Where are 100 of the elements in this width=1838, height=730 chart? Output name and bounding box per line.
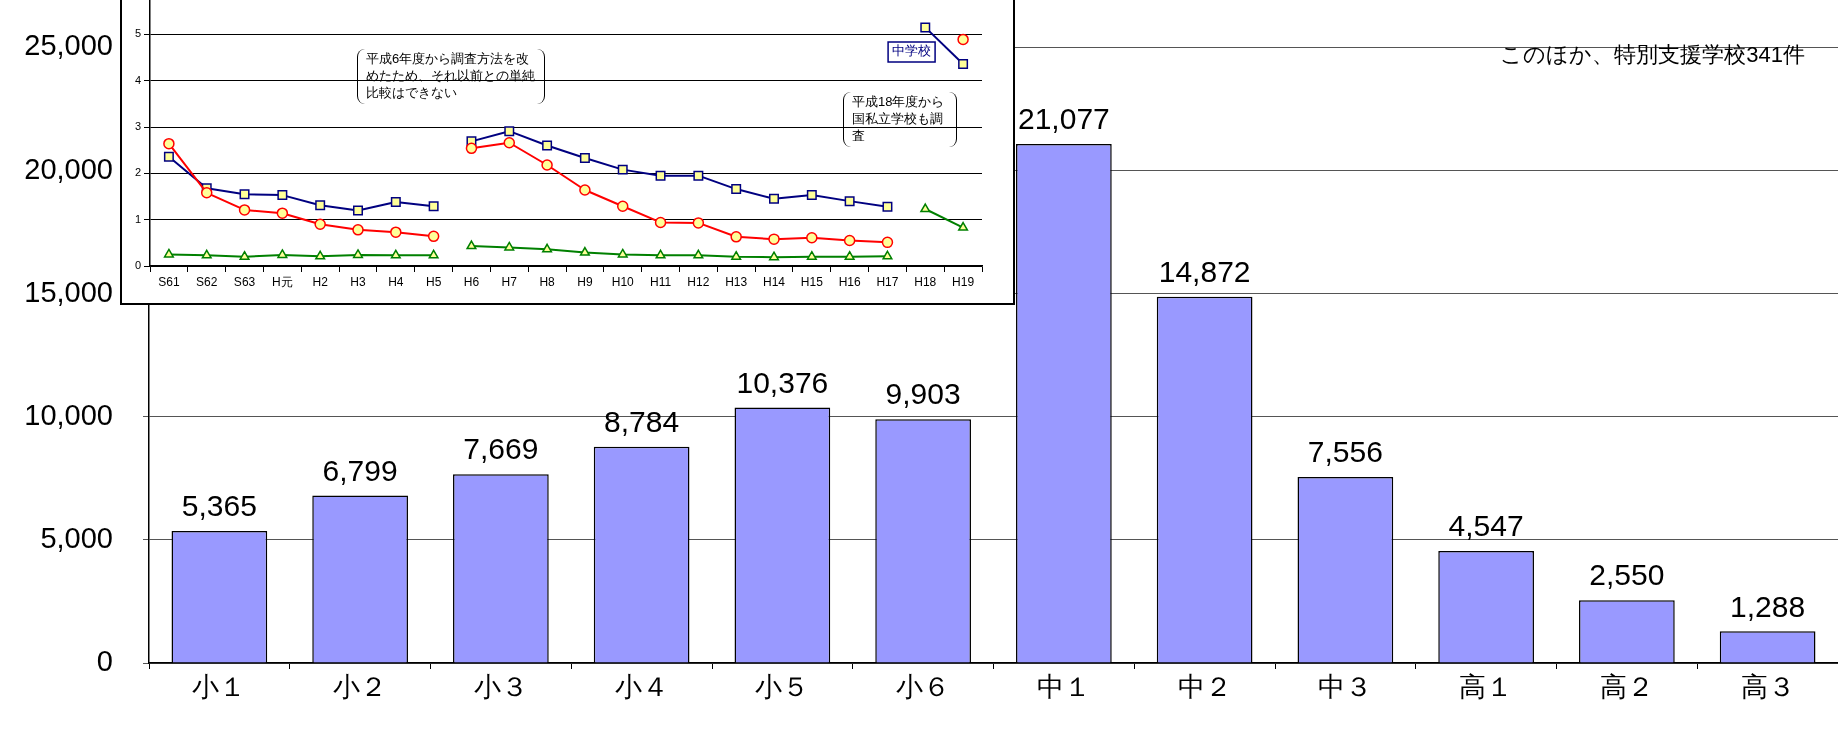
point xyxy=(277,249,288,259)
x-tick-label: H9 xyxy=(577,274,593,289)
x-tick-label: H17 xyxy=(876,274,899,289)
x-tick-label: H7 xyxy=(501,274,518,289)
point xyxy=(693,249,704,259)
point xyxy=(957,33,969,46)
point xyxy=(315,200,326,211)
point xyxy=(352,249,364,259)
x-tick-label: S62 xyxy=(196,274,218,289)
point xyxy=(730,231,742,243)
point xyxy=(504,241,515,251)
y-tick-label: 2 xyxy=(134,166,141,179)
x-tick-label: H11 xyxy=(649,274,672,289)
x-tick-label: 小５ xyxy=(755,671,810,702)
point xyxy=(579,184,591,196)
x-tick-label: H2 xyxy=(312,274,329,289)
point xyxy=(238,204,251,216)
point xyxy=(276,207,289,219)
y-tick-label: 25,000 xyxy=(24,29,113,62)
point xyxy=(201,249,212,259)
x-tick-label: 中２ xyxy=(1177,671,1232,702)
annotation: 平成18年度から国私立学校も調査 xyxy=(843,92,957,147)
point xyxy=(844,196,855,207)
point xyxy=(503,137,516,149)
y-tick-label: 5 xyxy=(134,27,141,40)
x-tick-label: H4 xyxy=(388,274,404,289)
y-tick-label: 0 xyxy=(96,645,113,677)
point xyxy=(163,137,175,150)
y-tick-label: 0 xyxy=(134,259,141,272)
y-tick-label: 3 xyxy=(134,120,141,133)
data-label: 10,376 xyxy=(736,365,829,399)
y-tick-label: 15,000 xyxy=(24,275,113,308)
data-label: 14,872 xyxy=(1158,255,1251,289)
x-tick-label: H14 xyxy=(762,274,786,289)
point xyxy=(843,234,856,247)
data-label: 5,365 xyxy=(181,489,257,523)
point xyxy=(769,193,779,204)
x-tick-label: 中３ xyxy=(1318,671,1373,702)
point xyxy=(277,190,288,201)
x-tick-label: H13 xyxy=(725,274,748,289)
point xyxy=(958,58,969,69)
y-tick-label: 10,000 xyxy=(24,398,113,431)
x-tick-label: H19 xyxy=(952,274,975,289)
x-tick-label: S61 xyxy=(158,274,180,289)
x-tick-label: H15 xyxy=(800,274,824,289)
x-tick-label: H18 xyxy=(914,274,937,289)
point xyxy=(427,230,440,243)
x-tick-label: 中１ xyxy=(1036,671,1091,702)
x-tick-label: H5 xyxy=(425,274,442,289)
x-tick-label: 小１ xyxy=(192,671,247,702)
point xyxy=(541,159,553,171)
point xyxy=(353,205,363,216)
point xyxy=(731,250,742,260)
y-tick-label: 20,000 xyxy=(24,152,113,185)
point xyxy=(655,170,666,181)
x-tick-label: H16 xyxy=(838,274,861,289)
point xyxy=(390,249,401,259)
y-tick-label: 1 xyxy=(134,212,141,225)
point xyxy=(882,250,893,260)
point xyxy=(390,226,402,238)
data-label: 1,288 xyxy=(1730,589,1806,623)
point xyxy=(314,218,326,231)
x-tick-label: H6 xyxy=(463,274,480,289)
x-tick-label: 小４ xyxy=(614,671,669,702)
point xyxy=(579,153,590,164)
series-label: 中学校 xyxy=(892,43,932,59)
point xyxy=(806,231,818,244)
point xyxy=(881,236,894,249)
x-tick-label: 小６ xyxy=(896,671,951,702)
point xyxy=(882,201,893,212)
point xyxy=(428,249,439,259)
point xyxy=(655,249,666,259)
point xyxy=(617,248,628,258)
x-tick-label: 高２ xyxy=(1599,671,1654,702)
point xyxy=(806,250,817,260)
point xyxy=(579,246,590,256)
point xyxy=(315,250,326,260)
point xyxy=(616,200,629,212)
point xyxy=(542,140,553,151)
point xyxy=(504,126,515,137)
point xyxy=(465,142,478,155)
x-tick-label: S63 xyxy=(233,274,256,289)
data-label: 7,556 xyxy=(1307,435,1383,469)
point xyxy=(768,233,780,245)
point xyxy=(428,201,439,212)
x-tick-label: H12 xyxy=(687,274,710,289)
point xyxy=(693,170,704,181)
data-label: 9,903 xyxy=(885,377,961,411)
x-tick-label: H10 xyxy=(611,274,635,289)
data-label: 7,669 xyxy=(463,432,539,466)
point xyxy=(768,251,780,261)
point xyxy=(239,250,250,260)
y-tick-label: 4 xyxy=(134,73,141,86)
point xyxy=(844,250,855,260)
x-tick-label: 高１ xyxy=(1459,671,1514,702)
point xyxy=(617,164,628,175)
data-label: 6,799 xyxy=(322,453,398,487)
point xyxy=(920,22,931,33)
point xyxy=(352,224,364,236)
point xyxy=(806,190,817,201)
